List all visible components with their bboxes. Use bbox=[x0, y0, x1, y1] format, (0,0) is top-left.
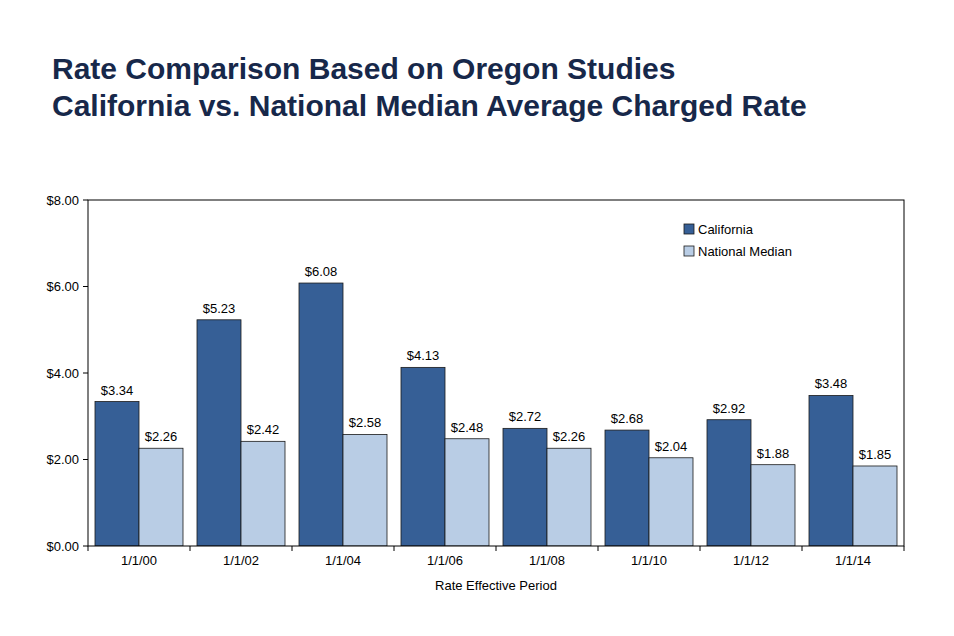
bar bbox=[503, 428, 547, 546]
x-tick bbox=[700, 546, 701, 551]
x-tick-label: 1/1/14 bbox=[835, 553, 871, 568]
y-tick-label: $6.00 bbox=[46, 279, 79, 294]
data-label: $2.68 bbox=[611, 411, 644, 426]
legend-label: California bbox=[698, 222, 754, 237]
chart: Rate Comparison Based on Oregon Studies C… bbox=[0, 0, 954, 636]
x-tick-label: 1/1/02 bbox=[223, 553, 259, 568]
y-tick-label: $2.00 bbox=[46, 452, 79, 467]
legend: California National Median bbox=[684, 222, 792, 259]
data-label: $5.23 bbox=[203, 301, 236, 316]
y-tick-label: $0.00 bbox=[46, 539, 79, 554]
x-axis-label: Rate Effective Period bbox=[435, 578, 557, 593]
legend-label: National Median bbox=[698, 244, 792, 259]
plot-frame bbox=[88, 200, 904, 546]
bar bbox=[649, 458, 693, 546]
x-tick-label: 1/1/08 bbox=[529, 553, 565, 568]
bar bbox=[197, 320, 241, 546]
y-tick-label: $4.00 bbox=[46, 366, 79, 381]
legend-swatch bbox=[684, 246, 694, 256]
x-tick bbox=[88, 546, 89, 551]
data-label: $2.42 bbox=[247, 422, 280, 437]
data-label: $2.26 bbox=[553, 429, 586, 444]
bar bbox=[751, 465, 795, 546]
bar bbox=[241, 441, 285, 546]
bar bbox=[95, 402, 139, 546]
bar bbox=[343, 434, 387, 546]
x-tick-label: 1/1/00 bbox=[121, 553, 157, 568]
data-label: $2.92 bbox=[713, 401, 746, 416]
bar bbox=[853, 466, 897, 546]
data-label: $4.13 bbox=[407, 348, 440, 363]
x-tick-label: 1/1/12 bbox=[733, 553, 769, 568]
bars bbox=[95, 283, 897, 546]
x-tick bbox=[190, 546, 191, 551]
data-label: $3.48 bbox=[815, 376, 848, 391]
data-label: $1.85 bbox=[859, 447, 892, 462]
data-label: $6.08 bbox=[305, 264, 338, 279]
x-tick bbox=[904, 546, 905, 551]
x-tick bbox=[598, 546, 599, 551]
bar bbox=[605, 430, 649, 546]
bar bbox=[401, 367, 445, 546]
x-tick bbox=[394, 546, 395, 551]
subtitle: California vs. National Median Average C… bbox=[52, 89, 807, 122]
y-tick bbox=[83, 546, 88, 547]
x-tick bbox=[292, 546, 293, 551]
x-tick bbox=[802, 546, 803, 551]
y-tick bbox=[83, 459, 88, 460]
x-tick-label: 1/1/06 bbox=[427, 553, 463, 568]
legend-swatch bbox=[684, 224, 694, 234]
bar bbox=[445, 439, 489, 546]
data-label: $2.48 bbox=[451, 420, 484, 435]
x-tick bbox=[496, 546, 497, 551]
y-tick-label: $8.00 bbox=[46, 193, 79, 208]
y-tick bbox=[83, 373, 88, 374]
x-tick-label: 1/1/04 bbox=[325, 553, 361, 568]
bar bbox=[707, 420, 751, 546]
data-label: $3.34 bbox=[101, 383, 134, 398]
data-label: $2.04 bbox=[655, 439, 688, 454]
x-tick-label: 1/1/10 bbox=[631, 553, 667, 568]
data-label: $2.72 bbox=[509, 409, 542, 424]
data-label: $2.58 bbox=[349, 415, 382, 430]
data-label: $1.88 bbox=[757, 446, 790, 461]
bar bbox=[809, 395, 853, 546]
y-tick bbox=[83, 286, 88, 287]
data-label: $2.26 bbox=[145, 429, 178, 444]
title: Rate Comparison Based on Oregon Studies bbox=[52, 52, 675, 85]
y-tick bbox=[83, 200, 88, 201]
bar bbox=[299, 283, 343, 546]
bar bbox=[547, 448, 591, 546]
bar bbox=[139, 448, 183, 546]
